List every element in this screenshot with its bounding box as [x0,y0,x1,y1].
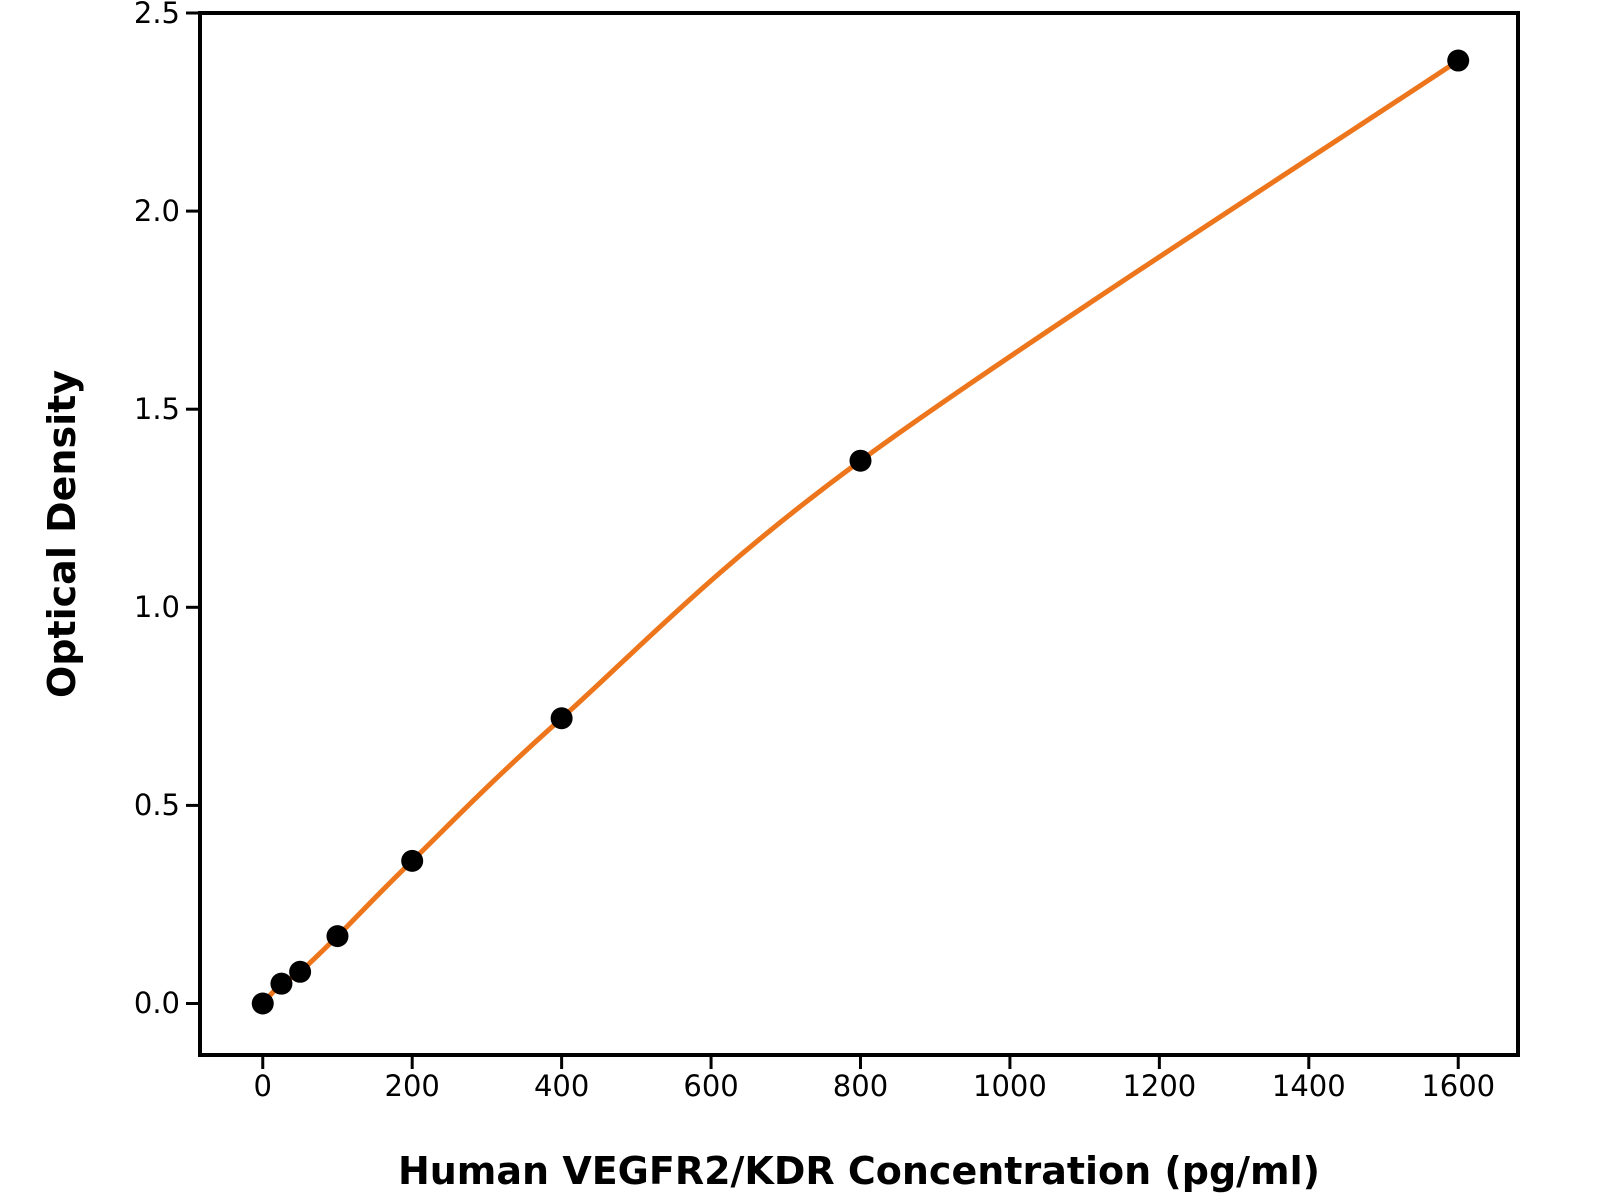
data-point-marker [289,960,312,983]
y-tick-label: 1.5 [133,392,180,427]
y-tick-label: 1.0 [133,590,180,625]
x-tick-label: 1600 [1421,1069,1496,1103]
standard-curve-line [260,58,1461,1006]
x-tick-label: 400 [533,1069,590,1103]
x-axis-title: Human VEGFR2/KDR Concentration (pg/ml) [397,1149,1321,1193]
x-tick-label: 1000 [973,1069,1047,1103]
y-axis-title: Optical Density [40,369,84,699]
data-point-marker [326,925,349,948]
y-tick-label: 0.5 [133,788,180,823]
data-point-marker [1447,49,1470,72]
y-tick-label: 2.0 [133,194,180,229]
data-point-marker [270,972,293,995]
data-point-marker [251,992,274,1015]
data-point-marker [550,707,573,730]
x-tick-label: 800 [832,1069,889,1103]
data-point-marker [401,849,424,872]
data-point-marker [849,449,872,472]
y-tick-label: 2.5 [133,0,180,30]
x-tick-label: 200 [384,1069,440,1103]
x-tick-label: 600 [683,1069,739,1103]
x-tick-label: 0 [253,1069,272,1103]
y-tick-label: 0.0 [133,986,180,1021]
axes-frame [198,11,1520,1057]
x-tick-label: 1200 [1122,1069,1197,1103]
x-tick-label: 1400 [1271,1069,1346,1103]
